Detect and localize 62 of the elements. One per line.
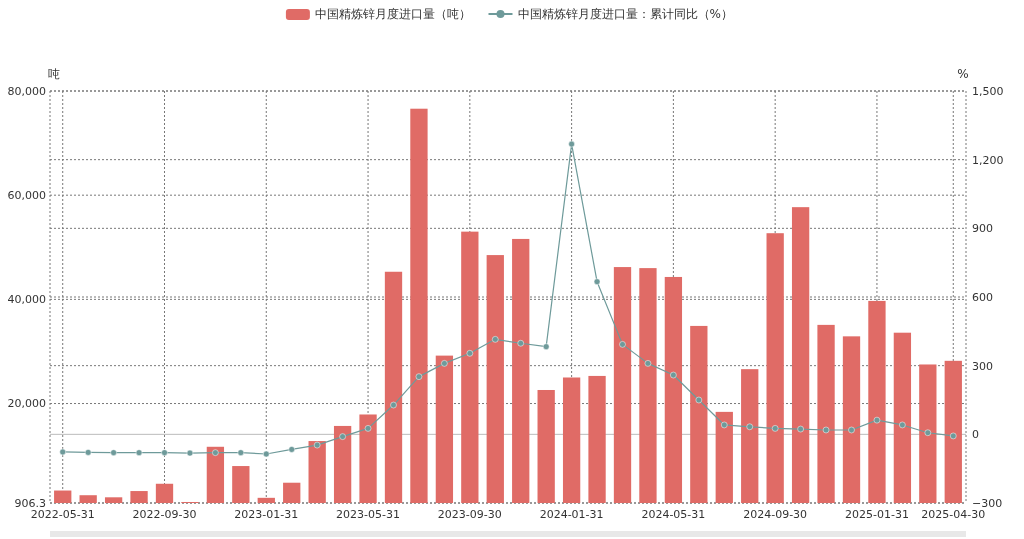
point <box>950 432 957 440</box>
x-tick-label: 2025-01-31 <box>844 508 909 521</box>
y-tick-label: 80,000 <box>7 84 46 98</box>
point <box>237 449 245 456</box>
y2-tick-label: 1,500 <box>972 84 1004 98</box>
point <box>822 426 830 434</box>
y2-tick-label: 1,200 <box>972 153 1004 167</box>
point <box>873 416 881 424</box>
point <box>517 339 524 347</box>
point <box>364 425 372 432</box>
point <box>492 336 499 343</box>
x-tick-label: 2024-01-31 <box>539 508 604 521</box>
point <box>899 421 906 429</box>
y-tick-label: 906.3 <box>14 496 46 510</box>
point <box>593 278 601 285</box>
x-tick-label: 2022-09-30 <box>132 508 197 521</box>
point <box>746 423 753 431</box>
point <box>670 371 677 379</box>
y-tick-label: 60,000 <box>7 189 46 203</box>
point <box>186 449 194 457</box>
point <box>339 433 346 440</box>
point <box>695 396 703 404</box>
y2-tick-label: 300 <box>972 359 993 373</box>
point <box>619 341 626 348</box>
point <box>161 449 168 456</box>
point <box>263 450 270 458</box>
point <box>135 449 143 456</box>
point <box>84 449 92 456</box>
y2-tick-label: 900 <box>972 222 993 236</box>
point <box>415 373 423 380</box>
point <box>924 429 932 436</box>
point <box>59 448 66 456</box>
point <box>721 421 728 429</box>
point <box>288 446 295 453</box>
point <box>568 140 575 148</box>
point <box>441 360 448 367</box>
x-tick-label: 2025-04-30 <box>921 508 986 521</box>
legend-label: 中国精炼锌月度进口量（吨） <box>314 7 471 22</box>
point <box>848 426 855 434</box>
y2-axis-title: % <box>957 67 969 81</box>
y-axis-title: 吨 <box>48 67 60 81</box>
x-tick-label: 2023-09-30 <box>437 508 502 521</box>
point <box>390 401 397 409</box>
x-tick-label: 2023-01-31 <box>234 508 299 521</box>
point <box>110 449 117 456</box>
y2-tick-label: −300 <box>972 496 1003 510</box>
y-tick-label: 20,000 <box>7 397 46 411</box>
x-tick-label: 2022-05-31 <box>30 508 95 521</box>
point <box>542 343 550 350</box>
point <box>644 360 652 367</box>
point <box>313 441 321 449</box>
point <box>466 350 474 357</box>
y-tick-label: 40,000 <box>7 293 46 307</box>
point <box>797 425 804 433</box>
x-tick-label: 2024-09-30 <box>743 508 808 521</box>
point <box>771 425 779 432</box>
y2-tick-label: 600 <box>972 290 993 304</box>
legend-label: 中国精炼锌月度进口量：累计同比（%） <box>517 7 733 22</box>
x-tick-label: 2024-05-31 <box>641 508 706 521</box>
point <box>212 449 219 456</box>
y2-tick-label: 0 <box>972 428 979 442</box>
x-tick-label: 2023-05-31 <box>336 508 401 521</box>
